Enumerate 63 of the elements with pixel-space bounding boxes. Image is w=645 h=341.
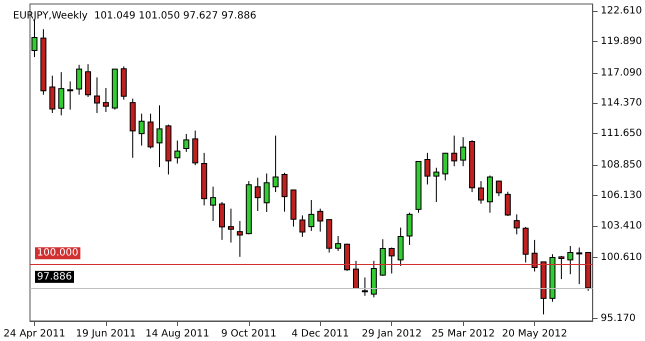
candlestick xyxy=(282,172,288,212)
candlestick xyxy=(299,214,306,238)
y-tick-label: 122.610 xyxy=(600,5,642,16)
candlestick xyxy=(558,255,564,280)
y-tick-label: 117.090 xyxy=(600,67,642,78)
x-tick-label: 4 Dec 2011 xyxy=(291,328,350,340)
candlestick xyxy=(424,152,430,185)
candlestick xyxy=(433,167,440,203)
candlestick xyxy=(192,130,198,166)
candlestick xyxy=(264,172,270,213)
candlestick xyxy=(388,247,395,274)
candlestick xyxy=(478,180,484,204)
y-tick-label: 100.610 xyxy=(600,252,642,263)
candlestick xyxy=(567,245,574,275)
y-tick-label: 111.650 xyxy=(600,128,642,140)
candlestick xyxy=(228,208,234,244)
candlestick xyxy=(210,186,216,222)
x-tick-label: 25 Mar 2012 xyxy=(431,328,495,340)
candlestick xyxy=(254,177,261,212)
candlestick xyxy=(406,212,413,246)
candlestick xyxy=(219,202,226,240)
candlestick xyxy=(335,235,342,252)
y-tick-label: 114.370 xyxy=(600,98,642,109)
candlestick xyxy=(460,136,466,167)
y-tick-label: 119.890 xyxy=(600,36,642,47)
x-tick-label: 20 May 2012 xyxy=(502,328,568,340)
candlestick xyxy=(352,260,359,289)
candlestick xyxy=(514,214,520,235)
candlestick xyxy=(156,104,162,168)
candlestick xyxy=(102,88,109,112)
candlestick xyxy=(317,208,324,232)
candlestick xyxy=(31,19,38,58)
y-tick-label: 106.130 xyxy=(600,190,642,202)
y-tick-label: 95.170 xyxy=(600,312,636,324)
candlestick xyxy=(67,80,74,110)
candlestick xyxy=(85,64,92,98)
x-tick-label: 24 Apr 2011 xyxy=(4,328,66,340)
candlestick xyxy=(236,220,243,258)
x-tick-label: 9 Oct 2011 xyxy=(221,328,277,340)
candlestick xyxy=(183,133,190,152)
candlestick xyxy=(272,135,279,193)
candlestick xyxy=(451,135,458,167)
x-tick-label: 29 Jan 2012 xyxy=(362,328,422,340)
candlestick xyxy=(94,76,100,114)
candlestick xyxy=(398,227,404,266)
candlestick xyxy=(532,239,538,272)
candlestick xyxy=(504,191,511,217)
candlestick xyxy=(576,247,582,285)
ref-line-label: 100.000 xyxy=(37,248,78,259)
candlestick xyxy=(496,180,502,197)
candlestick xyxy=(174,140,180,164)
y-tick-label: 108.850 xyxy=(600,160,642,171)
candlestick xyxy=(138,113,145,146)
candlestick xyxy=(442,152,448,181)
candlestick xyxy=(58,72,64,116)
x-tick-label: 19 Jun 2011 xyxy=(76,328,136,340)
ref-line-label: 97.886 xyxy=(37,271,72,282)
x-tick-label: 14 Aug 2011 xyxy=(145,328,210,340)
candlestick xyxy=(49,75,56,114)
y-tick-label: 103.410 xyxy=(600,220,642,232)
candlestick xyxy=(308,200,314,232)
candlestick xyxy=(362,276,368,296)
candlestick xyxy=(76,64,82,96)
